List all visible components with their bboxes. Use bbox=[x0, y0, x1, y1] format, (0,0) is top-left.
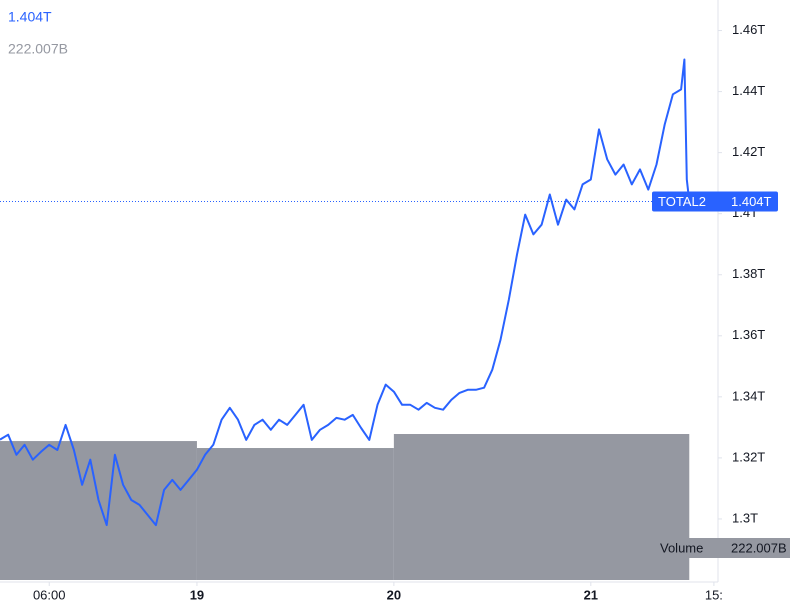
volume-last-label: 222.007B bbox=[731, 540, 787, 555]
last-price: 1.404T bbox=[8, 9, 52, 25]
y-tick-label: 1.3T bbox=[732, 510, 758, 525]
axes-layer: 1.3T1.32T1.34T1.36T1.38T1.4T1.42T1.44T1.… bbox=[33, 22, 790, 602]
x-tick-label: 20 bbox=[387, 587, 401, 602]
x-tick-label: 21 bbox=[584, 587, 598, 602]
y-tick-label: 1.42T bbox=[732, 144, 765, 159]
x-tick-label: 06:00 bbox=[33, 587, 66, 602]
price-line bbox=[0, 58, 691, 527]
price-label-box bbox=[652, 191, 778, 212]
y-tick-label: 1.34T bbox=[732, 388, 765, 403]
x-tick-label: 15: bbox=[705, 587, 723, 602]
series-name-label: TOTAL2 bbox=[658, 194, 706, 209]
y-tick-label: 1.46T bbox=[732, 22, 765, 37]
volume-name-label: Volume bbox=[660, 540, 703, 555]
y-tick-label: 1.38T bbox=[732, 266, 765, 281]
y-tick-label: 1.36T bbox=[732, 327, 765, 342]
x-tick-label: 19 bbox=[190, 587, 204, 602]
y-tick-label: 1.32T bbox=[732, 449, 765, 464]
y-tick-label: 1.44T bbox=[732, 83, 765, 98]
volume-bar bbox=[0, 441, 197, 580]
last-volume: 222.007B bbox=[8, 41, 68, 57]
volume-bar bbox=[393, 434, 690, 580]
price-layer bbox=[0, 58, 718, 527]
volume-label-box bbox=[655, 538, 790, 558]
last-price-label: 1.404T bbox=[731, 194, 772, 209]
volume-bar bbox=[196, 448, 394, 580]
volume-layer bbox=[0, 434, 690, 580]
